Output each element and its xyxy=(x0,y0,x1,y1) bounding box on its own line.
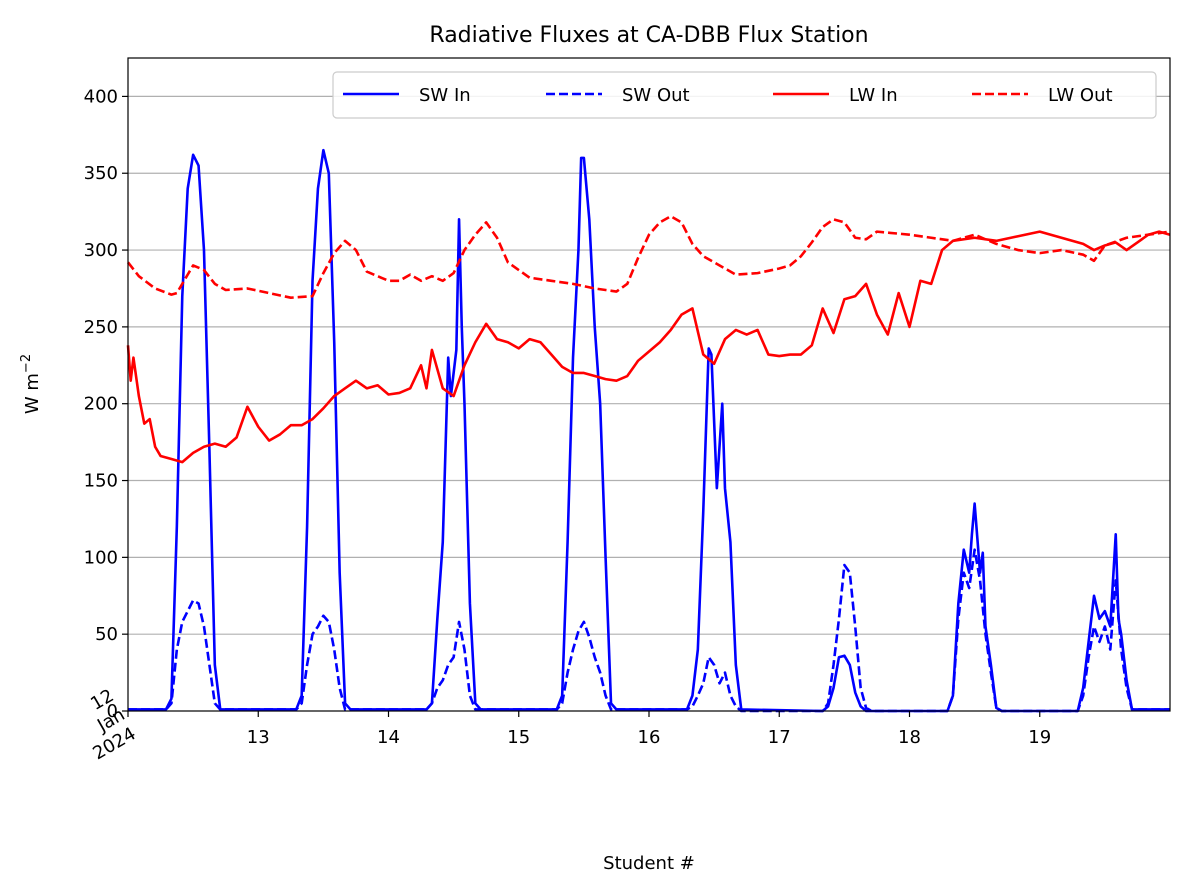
y-tick-label: 100 xyxy=(84,547,118,568)
y-tick-label: 250 xyxy=(84,317,118,338)
series-line-sw-out xyxy=(128,548,1170,713)
x-tick-label: 18 xyxy=(898,727,921,748)
y-axis-label-exponent: −2 xyxy=(19,354,34,373)
legend-box xyxy=(332,71,1157,119)
x-axis-label: Student # xyxy=(603,853,695,874)
y-gridlines xyxy=(128,95,1170,635)
legend-label: LW In xyxy=(849,85,898,106)
chart-title: Radiative Fluxes at CA-DBB Flux Station xyxy=(429,23,868,48)
legend: SW In SW Out LW In LW Out xyxy=(332,71,1157,119)
legend-label: LW Out xyxy=(1048,85,1113,106)
y-tick-label: 400 xyxy=(84,86,118,107)
x-tick-label: 15 xyxy=(507,727,530,748)
x-tick-label: 17 xyxy=(768,727,791,748)
legend-label: SW Out xyxy=(622,85,690,106)
y-axis-label: W m−2 xyxy=(19,354,43,414)
legend-label: SW In xyxy=(419,85,471,106)
y-axis-label-base: W m xyxy=(22,373,43,414)
y-tick-label: 150 xyxy=(84,471,118,492)
x-tick-label: 16 xyxy=(638,727,661,748)
x-tick-label: 13 xyxy=(247,727,270,748)
y-tick-label: 200 xyxy=(84,394,118,415)
y-axis: 0 50 100 150 200 250 300 350 400 xyxy=(84,86,128,722)
series-line-lw-out xyxy=(126,214,1171,299)
y-tick-label: 350 xyxy=(84,163,118,184)
series-line-lw-in xyxy=(126,230,1171,464)
y-tick-label: 0 xyxy=(107,701,118,722)
x-tick-label: 19 xyxy=(1028,727,1051,748)
x-tick-label: 14 xyxy=(377,727,400,748)
y-tick-label: 300 xyxy=(84,240,118,261)
y-tick-label: 50 xyxy=(95,624,118,645)
series-lines xyxy=(126,148,1171,713)
